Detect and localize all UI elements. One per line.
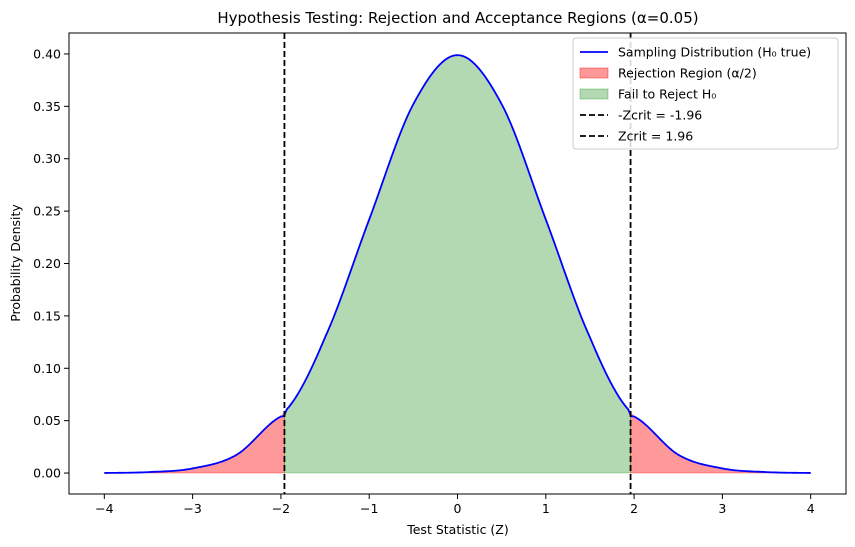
x-axis-label: Test Statistic (Z) [406, 522, 509, 537]
plot-area [103, 33, 812, 494]
legend-label: -Zcrit = -1.96 [618, 108, 702, 123]
x-tick-label: 3 [718, 501, 726, 516]
legend-label: Fail to Reject H₀ [618, 87, 716, 102]
legend-label: Zcrit = 1.96 [618, 129, 693, 144]
sampling-distribution-line [104, 54, 811, 474]
x-tick-label: −1 [360, 501, 378, 516]
y-tick-label: 0.35 [33, 99, 61, 114]
legend-label: Rejection Region (α/2) [618, 66, 757, 81]
y-tick-label: 0.15 [33, 308, 61, 323]
x-tick-label: 0 [454, 501, 462, 516]
y-tick-label: 0.30 [33, 151, 61, 166]
x-tick-label: 4 [807, 501, 815, 516]
y-tick-label: 0.25 [33, 204, 61, 219]
x-tick-label: 2 [630, 501, 638, 516]
y-tick-label: 0.40 [33, 46, 61, 61]
x-tick-label: −4 [95, 501, 113, 516]
chart-title: Hypothesis Testing: Rejection and Accept… [217, 9, 698, 27]
x-tick-label: 1 [542, 501, 550, 516]
legend-box [572, 37, 839, 150]
y-tick-label: 0.00 [33, 466, 61, 481]
legend-swatch-fill [579, 67, 609, 79]
legend-label: Sampling Distribution (H₀ true) [618, 45, 811, 60]
axes: −4 −3 −2 −1 0 1 2 3 4 0.00 0.05 0.10 0.15 0.20 0.25 0.3… [33, 32, 847, 516]
y-tick-label: 0.05 [33, 413, 61, 428]
x-tick-label: −2 [272, 501, 290, 516]
y-axis-label: Probability Density [8, 204, 23, 322]
y-tick-label: 0.20 [33, 256, 61, 271]
y-tick-label: 0.10 [33, 361, 61, 376]
legend-swatch-fill [579, 88, 609, 100]
x-tick-label: −3 [183, 501, 201, 516]
legend: Sampling Distribution (H₀ true) Rejection… [572, 37, 839, 150]
